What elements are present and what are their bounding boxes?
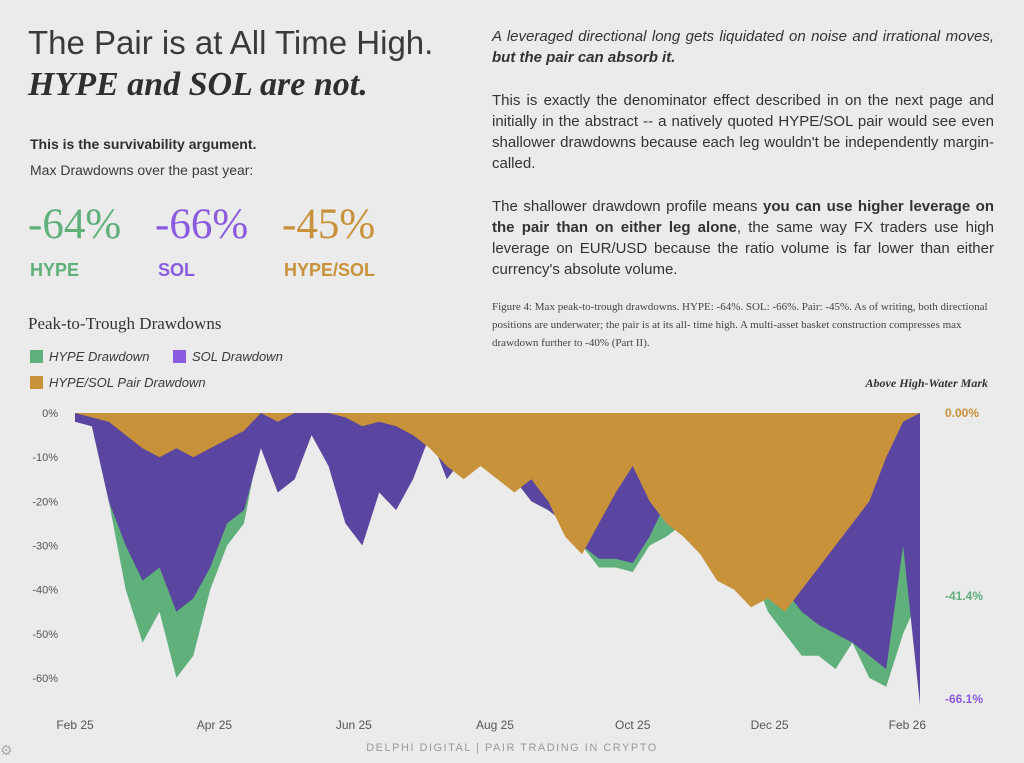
x-tick-label: Dec 25 bbox=[751, 718, 789, 732]
high-water-mark-annotation: Above High-Water Mark bbox=[865, 376, 988, 390]
x-tick-label: Aug 25 bbox=[476, 718, 514, 732]
max-drawdown-label: Max Drawdowns over the past year: bbox=[30, 162, 254, 178]
p3-text-c: , the same way FX traders use high lever… bbox=[492, 219, 994, 278]
page-subtitle: HYPE and SOL are not. bbox=[28, 66, 368, 103]
sol-ticker-label: SOL bbox=[158, 260, 196, 280]
pair-end-label: 0.00% bbox=[945, 406, 979, 420]
y-tick-label: -30% bbox=[32, 540, 58, 552]
paragraph-denominator: This is exactly the denominator effect d… bbox=[492, 92, 994, 172]
legend-swatch-pair bbox=[30, 376, 43, 389]
figure-caption: Figure 4: Max peak-to-trough drawdowns. … bbox=[492, 301, 988, 349]
hype-end-label: -41.4% bbox=[945, 589, 983, 603]
gear-icon: ⚙ bbox=[0, 742, 13, 758]
page-title: The Pair is at All Time High. bbox=[28, 24, 434, 61]
x-tick-label: Feb 25 bbox=[56, 718, 94, 732]
x-tick-label: Oct 25 bbox=[615, 718, 651, 732]
legend-label-hype: HYPE Drawdown bbox=[49, 349, 150, 364]
pair-drawdown-area bbox=[75, 413, 920, 612]
legend-sol: SOL Drawdown bbox=[173, 349, 283, 364]
footer-brand: DELPHI DIGITAL | PAIR TRADING IN CRYPTO bbox=[366, 742, 658, 754]
legend-label-pair: HYPE/SOL Pair Drawdown bbox=[49, 375, 206, 390]
chart-title: Peak-to-Trough Drawdowns bbox=[28, 314, 222, 333]
x-tick-label: Apr 25 bbox=[197, 718, 233, 732]
y-tick-label: -50% bbox=[32, 629, 58, 641]
y-tick-label: -40% bbox=[32, 585, 58, 597]
pair-ticker-label: HYPE/SOL bbox=[284, 260, 376, 280]
legend-label-sol: SOL Drawdown bbox=[192, 349, 283, 364]
p1-text: A leveraged directional long gets liquid… bbox=[492, 28, 994, 45]
p3-text-a: The shallower drawdown profile means bbox=[492, 198, 764, 215]
survivability-heading: This is the survivability argument. bbox=[30, 136, 257, 152]
p1-emphasis: but the pair can absorb it. bbox=[492, 49, 676, 66]
hype-ticker-label: HYPE bbox=[30, 260, 80, 280]
y-tick-label: 0% bbox=[42, 408, 58, 420]
pair-drawdown-value: -45% bbox=[282, 201, 376, 248]
paragraph-shallower-drawdown: The shallower drawdown profile means you… bbox=[492, 196, 994, 280]
hype-drawdown-value: -64% bbox=[28, 201, 122, 248]
y-tick-label: -10% bbox=[32, 452, 58, 464]
x-tick-label: Jun 25 bbox=[336, 718, 372, 732]
paragraph-leverage: A leveraged directional long gets liquid… bbox=[492, 26, 994, 68]
p3-emphasis: you can use higher leverage on the pair … bbox=[492, 198, 994, 236]
sol-drawdown-value: -66% bbox=[155, 201, 249, 248]
y-tick-label: -60% bbox=[32, 673, 58, 685]
x-tick-label: Feb 26 bbox=[889, 718, 927, 732]
legend-swatch-hype bbox=[30, 350, 43, 363]
legend-swatch-sol bbox=[173, 350, 186, 363]
sol-end-label: -66.1% bbox=[945, 692, 983, 706]
y-tick-label: -20% bbox=[32, 496, 58, 508]
legend-hype: HYPE Drawdown bbox=[30, 349, 149, 364]
legend-pair: HYPE/SOL Pair Drawdown bbox=[30, 375, 206, 390]
